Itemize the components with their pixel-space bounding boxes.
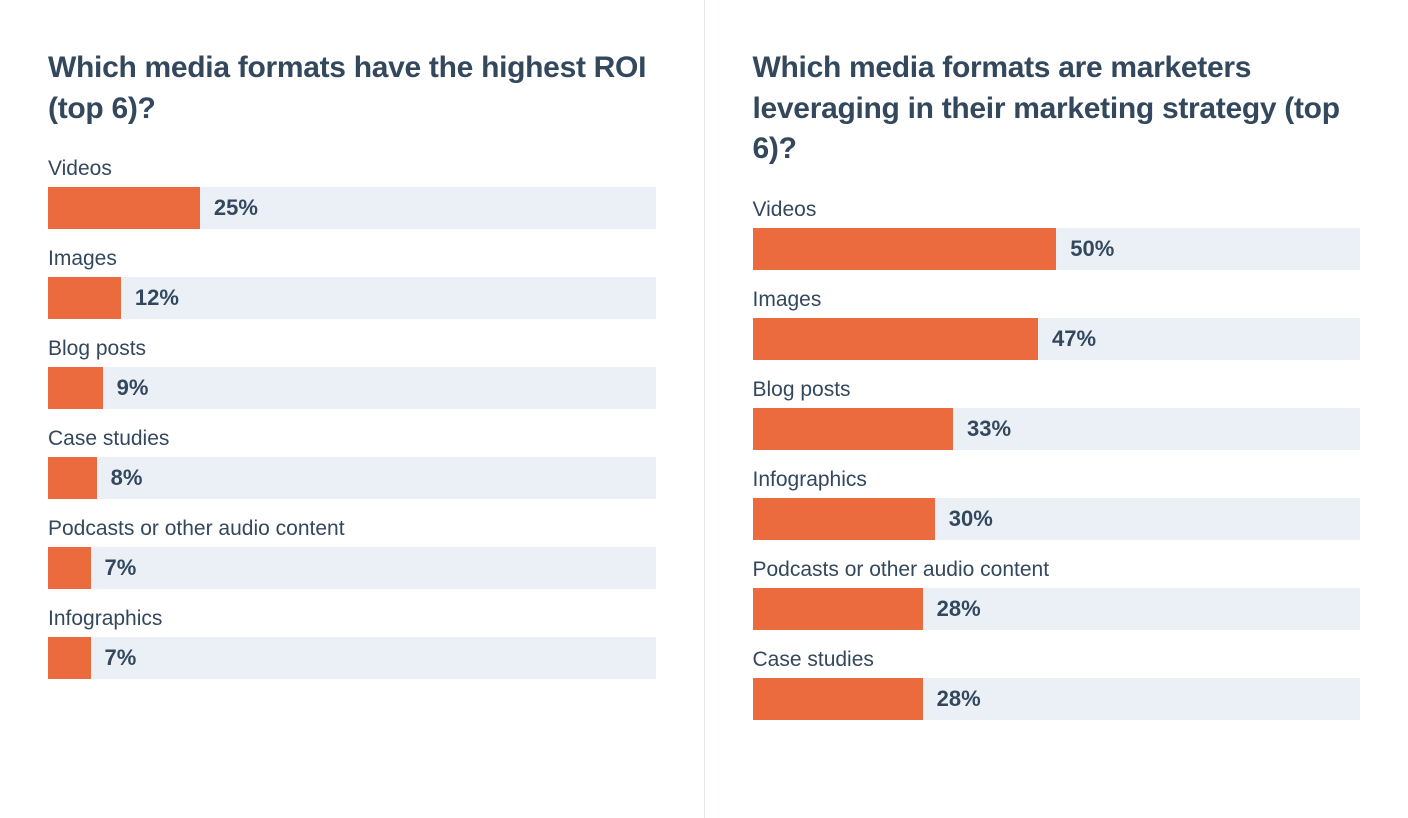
bar-value: 30% bbox=[949, 506, 993, 532]
bar-label: Videos bbox=[753, 198, 1361, 222]
bar-fill bbox=[753, 498, 935, 540]
bar-value: 33% bbox=[967, 416, 1011, 442]
bar-track: 7% bbox=[48, 547, 656, 589]
bar-track: 28% bbox=[753, 588, 1361, 630]
bar-value: 50% bbox=[1070, 236, 1114, 262]
bar-group: Images 12% bbox=[48, 247, 656, 319]
right-panel: Which media formats are marketers levera… bbox=[705, 0, 1408, 818]
bar-track: 28% bbox=[753, 678, 1361, 720]
bar-track: 9% bbox=[48, 367, 656, 409]
bar-label: Infographics bbox=[753, 468, 1361, 492]
bar-label: Podcasts or other audio content bbox=[753, 558, 1361, 582]
bar-value: 25% bbox=[214, 195, 258, 221]
bar-label: Videos bbox=[48, 157, 656, 181]
bar-track: 12% bbox=[48, 277, 656, 319]
bar-group: Infographics 7% bbox=[48, 607, 656, 679]
bar-fill bbox=[753, 408, 953, 450]
bar-group: Images 47% bbox=[753, 288, 1361, 360]
bar-track: 33% bbox=[753, 408, 1361, 450]
left-panel: Which media formats have the highest ROI… bbox=[0, 0, 705, 818]
bar-fill bbox=[48, 277, 121, 319]
bar-label: Images bbox=[48, 247, 656, 271]
bar-group: Podcasts or other audio content 28% bbox=[753, 558, 1361, 630]
bar-fill bbox=[753, 678, 923, 720]
bar-track: 8% bbox=[48, 457, 656, 499]
right-chart-title: Which media formats are marketers levera… bbox=[753, 48, 1361, 170]
bar-track: 50% bbox=[753, 228, 1361, 270]
bar-group: Case studies 8% bbox=[48, 427, 656, 499]
bar-fill bbox=[48, 637, 91, 679]
bar-label: Blog posts bbox=[48, 337, 656, 361]
bar-label: Case studies bbox=[753, 648, 1361, 672]
bar-label: Blog posts bbox=[753, 378, 1361, 402]
bar-label: Podcasts or other audio content bbox=[48, 517, 656, 541]
bar-track: 30% bbox=[753, 498, 1361, 540]
bar-fill bbox=[753, 228, 1057, 270]
bar-group: Videos 25% bbox=[48, 157, 656, 229]
bar-value: 7% bbox=[105, 555, 137, 581]
bar-label: Images bbox=[753, 288, 1361, 312]
bar-group: Podcasts or other audio content 7% bbox=[48, 517, 656, 589]
bar-value: 7% bbox=[105, 645, 137, 671]
bar-value: 47% bbox=[1052, 326, 1096, 352]
bar-value: 9% bbox=[117, 375, 149, 401]
bar-group: Infographics 30% bbox=[753, 468, 1361, 540]
bar-track: 25% bbox=[48, 187, 656, 229]
bar-value: 28% bbox=[937, 596, 981, 622]
bar-fill bbox=[48, 547, 91, 589]
bar-fill bbox=[48, 457, 97, 499]
right-chart-bars: Videos 50% Images 47% Blog posts 33% Infograph… bbox=[753, 198, 1361, 738]
bar-fill bbox=[753, 318, 1039, 360]
bar-group: Case studies 28% bbox=[753, 648, 1361, 720]
bar-label: Infographics bbox=[48, 607, 656, 631]
bar-label: Case studies bbox=[48, 427, 656, 451]
bar-value: 28% bbox=[937, 686, 981, 712]
bar-group: Videos 50% bbox=[753, 198, 1361, 270]
bar-track: 47% bbox=[753, 318, 1361, 360]
bar-group: Blog posts 9% bbox=[48, 337, 656, 409]
bar-value: 8% bbox=[111, 465, 143, 491]
bar-track: 7% bbox=[48, 637, 656, 679]
bar-fill bbox=[48, 187, 200, 229]
charts-container: Which media formats have the highest ROI… bbox=[0, 0, 1408, 818]
bar-fill bbox=[753, 588, 923, 630]
left-chart-title: Which media formats have the highest ROI… bbox=[48, 48, 656, 129]
bar-group: Blog posts 33% bbox=[753, 378, 1361, 450]
bar-fill bbox=[48, 367, 103, 409]
bar-value: 12% bbox=[135, 285, 179, 311]
left-chart-bars: Videos 25% Images 12% Blog posts 9% Case studi… bbox=[48, 157, 656, 697]
